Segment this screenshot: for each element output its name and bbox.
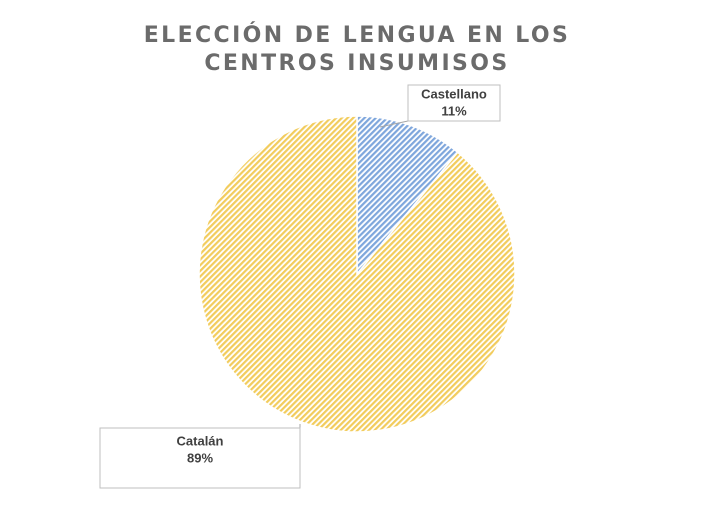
label-box (407, 84, 501, 122)
data-label-value: 89% (187, 450, 213, 465)
chart-title: ELECCIÓN DE LENGUA EN LOS CENTROS INSUMI… (143, 23, 571, 76)
data-label-name: Castellano (421, 86, 487, 101)
label-box (99, 427, 301, 489)
data-label-name: Catalán (177, 433, 224, 448)
pie-slice (356, 115, 459, 277)
data-label-value: 11% (441, 103, 467, 118)
leader-line (379, 120, 409, 128)
pie-slice (198, 115, 516, 433)
